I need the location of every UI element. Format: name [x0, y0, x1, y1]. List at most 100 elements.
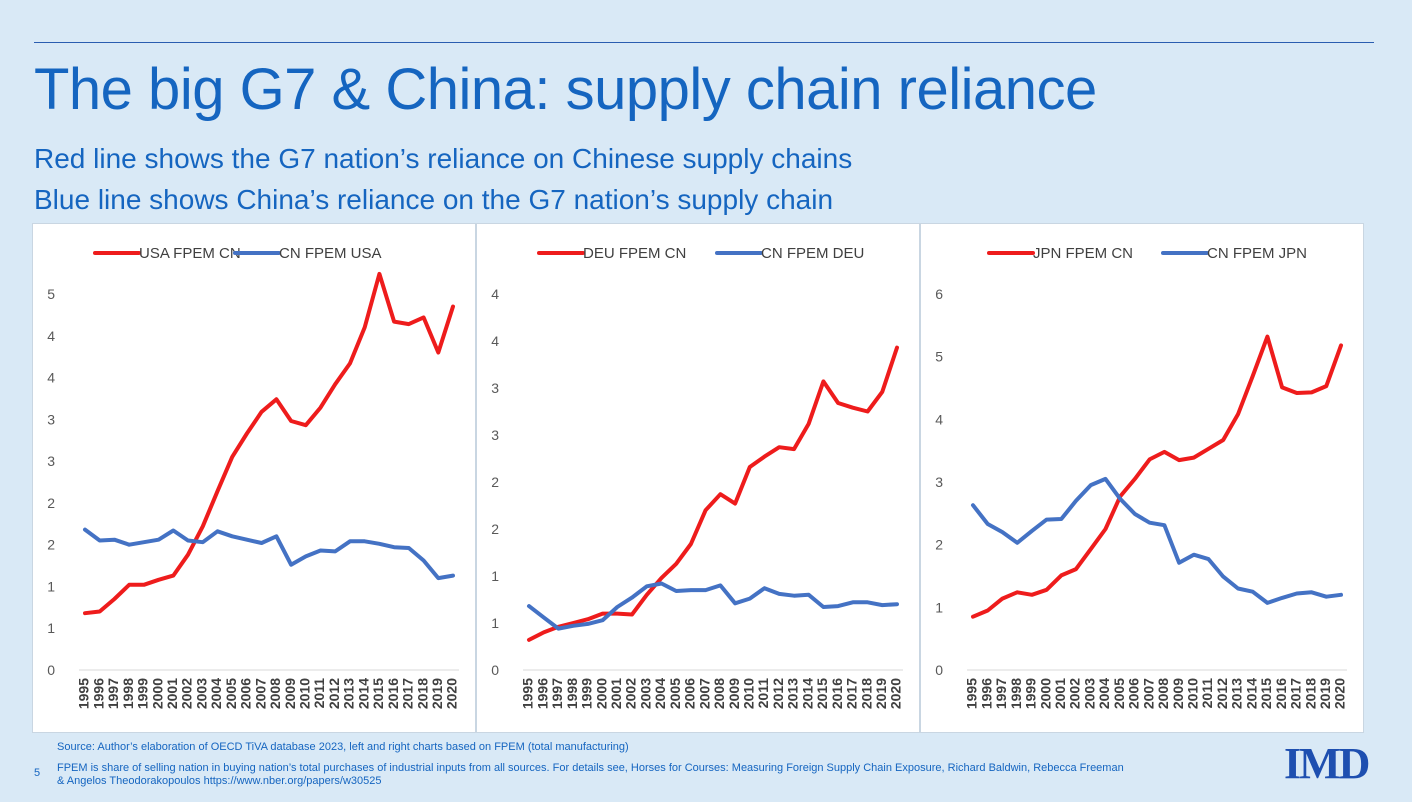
subtitle-blue-line: Blue line shows China’s reliance on the … [34, 184, 834, 215]
legend-label-1: CN FPEM DEU [761, 245, 864, 262]
chart-panel-usa: USA FPEM CN CN FPEM USA 0 1 1 2 2 3 3 4 4 5 1995 1996… [32, 223, 476, 733]
x-tick-label: 1997 [549, 678, 565, 709]
x-tick-label: 2003 [637, 678, 653, 709]
x-tick-label: 1997 [993, 678, 1009, 709]
y-tick-label: 3 [491, 380, 499, 396]
x-tick-label: 2016 [829, 678, 845, 709]
x-tick-label: 2011 [311, 678, 327, 709]
x-tick-label: 2017 [844, 678, 860, 709]
x-tick-label: 2009 [282, 678, 298, 709]
y-tick-label: 1 [47, 578, 55, 594]
y-tick-label: 6 [935, 286, 943, 302]
x-tick-label: 2010 [1185, 678, 1201, 709]
x-tick-label: 2007 [1140, 678, 1156, 709]
page-number: 5 [34, 767, 41, 779]
x-tick-label: 2008 [711, 678, 727, 709]
x-tick-label: 1999 [135, 678, 151, 709]
x-tick-label: 2002 [623, 678, 639, 709]
x-tick-label: 2011 [755, 678, 771, 709]
x-tick-label: 2010 [741, 678, 757, 709]
x-tick-label: 1998 [564, 678, 580, 709]
x-tick-label: 1999 [579, 678, 595, 709]
y-tick-label: 4 [491, 333, 499, 349]
imd-logo: IMD [1284, 739, 1370, 788]
y-tick-label: 2 [47, 537, 55, 553]
x-tick-label: 2016 [385, 678, 401, 709]
x-tick-label: 1995 [76, 678, 92, 709]
x-tick-label: 2010 [297, 678, 313, 709]
x-tick-label: 1996 [90, 678, 106, 709]
x-tick-label: 2015 [370, 678, 386, 709]
y-tick-label: 1 [47, 620, 55, 636]
x-tick-label: 1995 [964, 678, 980, 709]
y-tick-label: 0 [935, 662, 943, 678]
title-rule [34, 42, 1374, 43]
y-tick-label: 2 [491, 474, 499, 490]
y-tick-label: 0 [491, 662, 499, 678]
y-tick-label: 1 [935, 599, 943, 615]
legend-label-0: JPN FPEM CN [1033, 245, 1133, 262]
fpem-definition-line2: & Angelos Theodorakopoulos https://www.n… [57, 775, 382, 787]
x-tick-label: 2013 [1229, 678, 1245, 709]
chart-jpn-china: JPN FPEM CN CN FPEM JPN012345619951996199… [935, 245, 1348, 709]
y-tick-label: 1 [491, 568, 499, 584]
x-tick-label: 2008 [1155, 678, 1171, 709]
fpem-definition-line1: FPEM is share of selling nation in buyin… [57, 762, 1124, 774]
x-tick-label: 2014 [1243, 678, 1259, 709]
x-tick-label: 2000 [593, 678, 609, 709]
x-tick-label: 2004 [1096, 678, 1112, 709]
x-tick-label: 2004 [208, 678, 224, 709]
legend-label-0: USA FPEM CN [139, 245, 241, 262]
x-tick-label: 2019 [873, 678, 889, 709]
x-tick-label: 2020 [444, 678, 460, 709]
series-line-0 [83, 271, 455, 616]
x-tick-label: 2012 [1214, 678, 1230, 709]
x-tick-label: 2014 [799, 678, 815, 709]
x-tick-label: 2006 [238, 678, 254, 709]
series-line-1 [83, 527, 455, 581]
subtitle-red-line: Red line shows the G7 nation’s reliance … [34, 143, 853, 174]
x-tick-label: 2003 [193, 678, 209, 709]
x-tick-label: 2003 [1081, 678, 1097, 709]
series-line-1 [527, 581, 899, 631]
series-line-1 [971, 476, 1343, 605]
x-tick-label: 2009 [1170, 678, 1186, 709]
x-tick-label: 2018 [858, 678, 874, 709]
x-tick-label: 2011 [1199, 678, 1215, 709]
x-tick-label: 2009 [726, 678, 742, 709]
x-tick-label: 1997 [105, 678, 121, 709]
x-tick-label: 2018 [414, 678, 430, 709]
y-tick-label: 4 [491, 286, 499, 302]
slide-title: The big G7 & China: supply chain relianc… [34, 57, 1097, 122]
x-tick-label: 2016 [1273, 678, 1289, 709]
x-tick-label: 2017 [1288, 678, 1304, 709]
y-tick-label: 2 [491, 521, 499, 537]
x-tick-label: 2001 [608, 678, 624, 709]
x-tick-label: 2005 [223, 678, 239, 709]
y-tick-label: 2 [47, 495, 55, 511]
x-tick-label: 2005 [667, 678, 683, 709]
y-tick-label: 0 [47, 662, 55, 678]
x-tick-label: 2020 [1332, 678, 1348, 709]
y-tick-label: 4 [935, 411, 943, 427]
x-tick-label: 1999 [1023, 678, 1039, 709]
x-tick-label: 2017 [400, 678, 416, 709]
x-tick-label: 1996 [534, 678, 550, 709]
x-tick-label: 2006 [682, 678, 698, 709]
x-tick-label: 2019 [429, 678, 445, 709]
x-tick-label: 1996 [978, 678, 994, 709]
x-tick-label: 2005 [1111, 678, 1127, 709]
x-tick-label: 2015 [814, 678, 830, 709]
x-tick-label: 2000 [149, 678, 165, 709]
x-tick-label: 2014 [355, 678, 371, 709]
x-tick-label: 2004 [652, 678, 668, 709]
x-tick-label: 2020 [888, 678, 904, 709]
x-tick-label: 2002 [179, 678, 195, 709]
x-tick-label: 2001 [1052, 678, 1068, 709]
x-tick-label: 2012 [770, 678, 786, 709]
y-tick-label: 5 [47, 286, 55, 302]
x-tick-label: 1998 [1008, 678, 1024, 709]
x-tick-label: 2007 [696, 678, 712, 709]
chart-usa-china: USA FPEM CN CN FPEM USA 0 1 1 2 2 3 3 4 4 5 19951996… [47, 245, 460, 709]
chart-panel-jpn: JPN FPEM CN CN FPEM JPN 0 1 2 3 4 5 6 1995 1996 199… [920, 223, 1364, 733]
